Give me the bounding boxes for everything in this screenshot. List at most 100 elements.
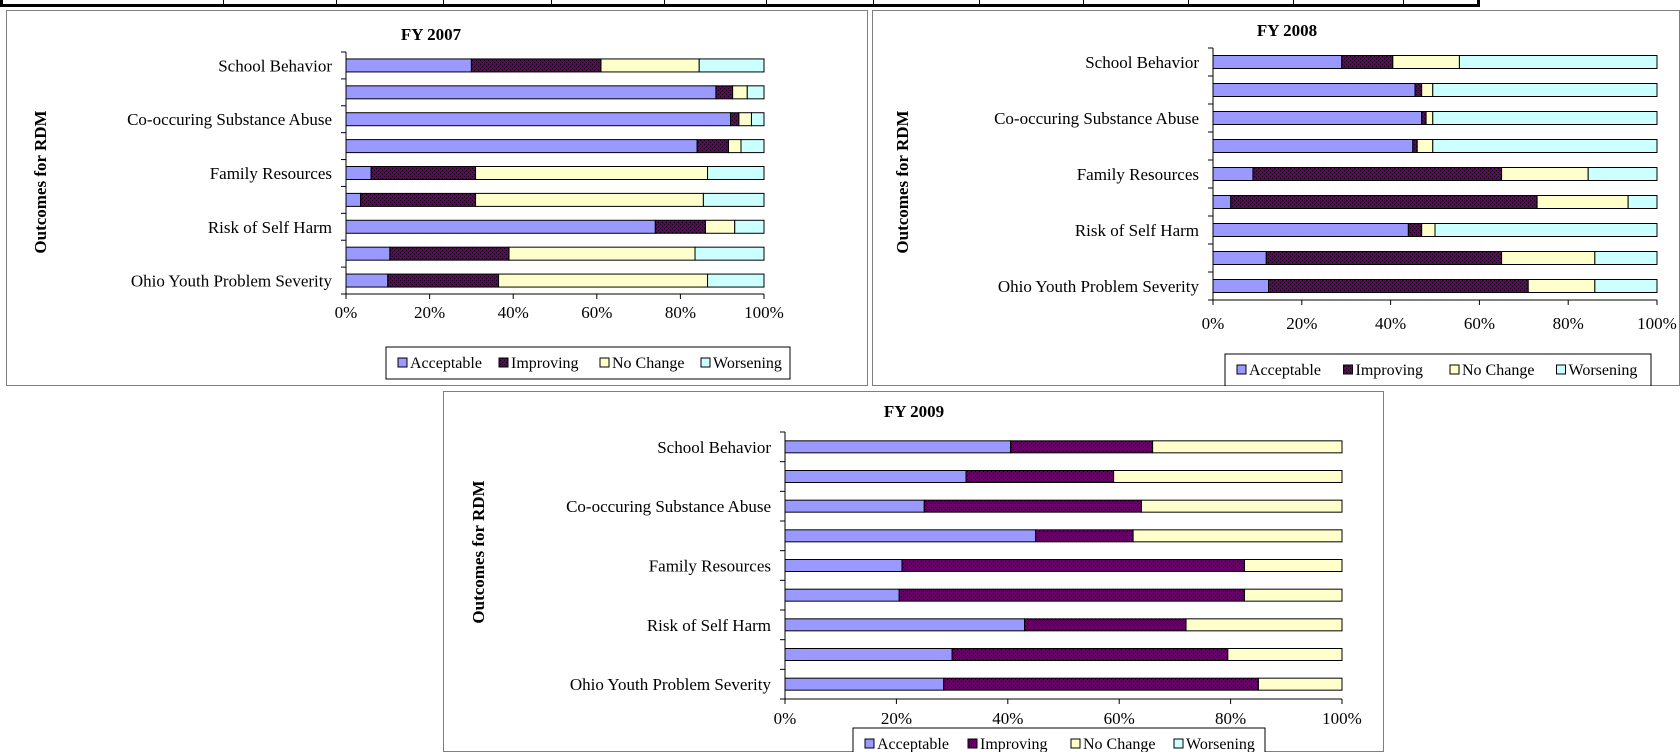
table-divider: [1403, 0, 1404, 6]
category-label-co-occuring-substance-abuse: Co-occuring Substance Abuse: [994, 109, 1199, 128]
y-axis-label: Outcomes for RDM: [31, 110, 50, 253]
bar-worsening: [1432, 83, 1658, 97]
bar-acceptable: [345, 58, 472, 73]
bar-worsening: [1594, 251, 1658, 265]
legend-swatch-no-change: [1070, 738, 1081, 749]
bar-improving: [898, 588, 1246, 602]
bar-improving: [696, 139, 729, 154]
legend-swatch-improving: [1343, 364, 1353, 375]
bar-improving: [387, 273, 500, 288]
bar-acceptable: [345, 219, 656, 234]
x-tick-label: 0%: [335, 303, 358, 322]
bar-acceptable: [345, 139, 698, 154]
category-label-school-behavior: School Behavior: [657, 438, 771, 457]
bar-worsening: [740, 139, 765, 154]
bar-acceptable: [345, 192, 362, 207]
bar-improving: [943, 677, 1259, 691]
bar-no-change: [600, 58, 700, 73]
table-divider: [223, 0, 224, 6]
legend-box: [1224, 353, 1652, 386]
bar-acceptable: [1212, 55, 1343, 69]
bar-acceptable: [1212, 111, 1423, 125]
table-divider: [1293, 0, 1294, 6]
x-tick-label: 40%: [1375, 314, 1406, 333]
legend-swatch-improving: [498, 357, 509, 368]
bar-acceptable: [1212, 83, 1416, 97]
legend-swatch-worsening: [700, 357, 711, 368]
legend: Acceptable Improving No Change Worsening: [1224, 353, 1652, 386]
legend-label-acceptable: Acceptable: [410, 355, 482, 372]
bar-improving: [1024, 618, 1187, 632]
legend: Acceptable Improving No Change Worsening: [852, 727, 1266, 752]
bar-no-change: [1425, 111, 1434, 125]
legend-label-no-change: No Change: [1462, 362, 1534, 379]
bar-improving: [1265, 251, 1503, 265]
bar-worsening: [1458, 55, 1658, 69]
x-tick-label: 40%: [498, 303, 529, 322]
bar-improving: [1421, 111, 1427, 125]
table-divider: [1188, 0, 1189, 6]
category-label-risk-of-self-harm: Risk of Self Harm: [208, 218, 332, 237]
y-axis-label: Outcomes for RDM: [469, 480, 488, 623]
bar-no-change: [1244, 559, 1343, 572]
bar-acceptable: [345, 112, 732, 127]
category-label-ohio-youth-problem-severity: Ohio Youth Problem Severity: [570, 675, 772, 694]
x-tick-label: 80%: [665, 303, 696, 322]
chart-title: FY 2008: [1257, 21, 1317, 40]
table-divider: [664, 0, 665, 6]
x-tick-label: 20%: [1286, 314, 1317, 333]
legend-label-improving: Improving: [1356, 362, 1424, 379]
legend-swatch-acceptable: [397, 357, 408, 368]
chart-fy2008: FY 2008 Outcomes for RDM 0% 20% 40% 60% 80% 100…: [872, 10, 1680, 386]
top-table-border: [0, 0, 1480, 7]
chart-svg: FY 2007 Outcomes for RDM 0% 20% 40% 60% 80% 100…: [6, 10, 868, 386]
category-label-risk-of-self-harm: Risk of Self Harm: [1075, 221, 1199, 240]
category-label-ohio-youth-problem-severity: Ohio Youth Problem Severity: [998, 277, 1200, 296]
bar-improving: [470, 58, 602, 73]
chart-title: FY 2009: [884, 402, 944, 421]
bar-no-change: [1421, 83, 1434, 97]
category-label-co-occuring-substance-abuse: Co-occuring Substance Abuse: [127, 110, 332, 129]
bar-no-change: [1152, 440, 1343, 454]
legend-swatch-worsening: [1556, 364, 1566, 375]
bar-improving: [1407, 223, 1423, 237]
chart-svg: FY 2008 Outcomes for RDM 0% 20% 40% 60% 80% 100…: [872, 10, 1680, 386]
bar-no-change: [508, 246, 696, 261]
bar-no-change: [727, 139, 742, 154]
bar-improving: [1341, 55, 1394, 69]
bar-worsening: [746, 85, 765, 100]
bar-no-change: [1416, 139, 1434, 153]
table-divider: [873, 0, 874, 6]
legend-label-improving: Improving: [980, 736, 1048, 752]
x-tick-label: 60%: [1104, 709, 1135, 728]
bar-improving: [1010, 440, 1154, 454]
bar-improving: [360, 192, 477, 207]
bar-worsening: [707, 166, 765, 180]
bar-improving: [1252, 167, 1503, 181]
legend-swatch-no-change: [1449, 364, 1460, 375]
bar-acceptable: [1212, 223, 1409, 237]
bar-acceptable: [345, 273, 389, 288]
table-divider: [766, 0, 767, 6]
bar-acceptable: [784, 648, 953, 661]
legend-label-improving: Improving: [511, 355, 579, 372]
bar-no-change: [498, 273, 709, 288]
legend-label-no-change: No Change: [1083, 736, 1155, 752]
bar-worsening: [750, 112, 765, 127]
bar-improving: [1230, 195, 1538, 209]
bar-no-change: [1536, 195, 1629, 209]
legend-swatch-no-change: [599, 357, 610, 368]
category-label-risk-of-self-harm: Risk of Self Harm: [647, 616, 771, 635]
category-label-school-behavior: School Behavior: [218, 56, 332, 75]
chart-svg: FY 2009 Outcomes for RDM 0% 20% 40% 60% 80% 100…: [443, 391, 1384, 752]
legend-label-no-change: No Change: [612, 355, 684, 372]
legend-box: [385, 346, 791, 380]
chart-fy2007: FY 2007 Outcomes for RDM 0% 20% 40% 60% 80% 100…: [6, 10, 868, 386]
bar-improving: [715, 85, 734, 100]
category-label-ohio-youth-problem-severity: Ohio Youth Problem Severity: [131, 272, 333, 291]
bar-improving: [901, 559, 1246, 572]
bar-no-change: [1244, 588, 1343, 602]
bar-worsening: [707, 273, 765, 288]
bar-acceptable: [1212, 167, 1254, 181]
chart-fy2009: FY 2009 Outcomes for RDM 0% 20% 40% 60% 80% 100…: [443, 391, 1384, 752]
